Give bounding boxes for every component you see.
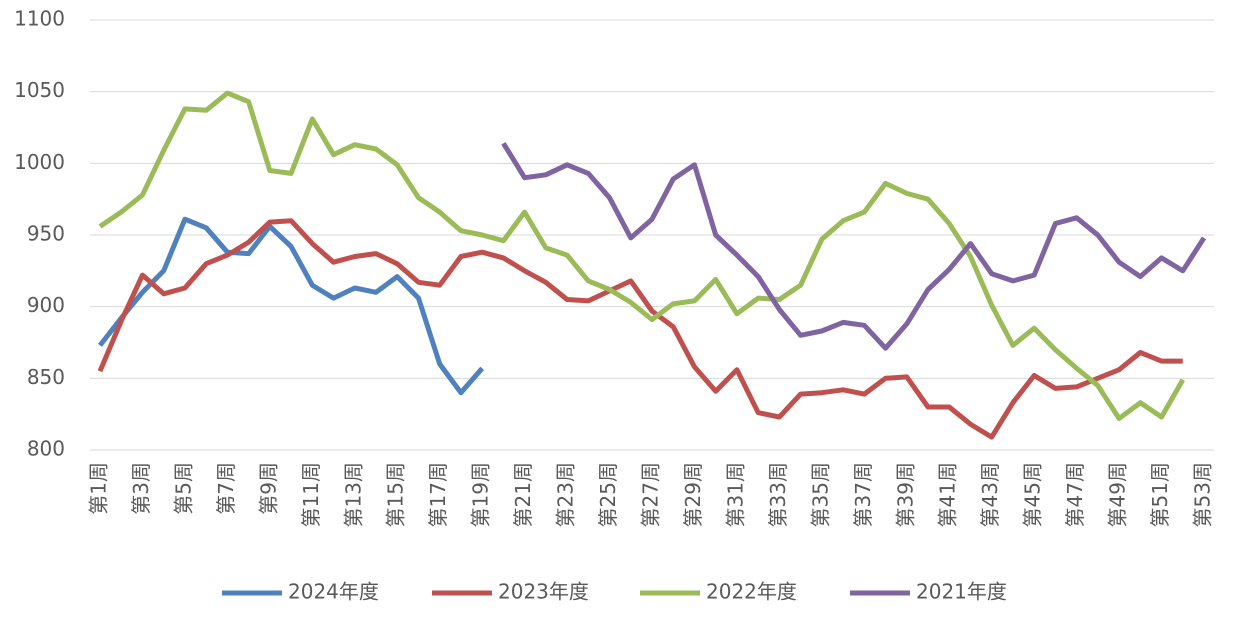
y-tick-label: 800	[27, 437, 65, 461]
x-tick-label: 第45周	[1021, 462, 1045, 527]
y-tick-label: 950	[27, 222, 65, 246]
x-tick-label: 第13周	[341, 462, 365, 527]
x-tick-label: 第49周	[1106, 462, 1130, 527]
x-tick-label: 第53周	[1191, 462, 1215, 527]
x-tick-label: 第15周	[384, 462, 408, 527]
y-tick-label: 850	[27, 365, 65, 389]
x-tick-label: 第25周	[596, 462, 620, 527]
x-tick-label: 第19周	[469, 462, 493, 527]
x-tick-label: 第39周	[893, 462, 917, 527]
x-tick-label: 第17周	[426, 462, 450, 527]
legend-label: 2023年度	[498, 580, 589, 604]
x-tick-label: 第43周	[978, 462, 1002, 527]
x-tick-label: 第35周	[808, 462, 832, 527]
legend-label: 2022年度	[706, 580, 797, 604]
legend-label: 2021年度	[916, 580, 1007, 604]
x-tick-label: 第37周	[851, 462, 875, 527]
x-tick-label: 第3周	[129, 462, 153, 515]
x-tick-label: 第23周	[554, 462, 578, 527]
series-line	[98, 90, 1185, 421]
x-tick-label: 第47周	[1063, 462, 1087, 527]
x-tick-label: 第51周	[1148, 462, 1172, 527]
x-tick-label: 第9周	[256, 462, 280, 515]
x-tick-label: 第7周	[214, 462, 238, 515]
x-tick-label: 第29周	[681, 462, 705, 527]
y-tick-label: 1100	[14, 7, 65, 31]
series-line	[98, 216, 485, 396]
x-tick-label: 第27周	[639, 462, 663, 527]
x-tick-label: 第5周	[171, 462, 195, 515]
legend-label: 2024年度	[288, 580, 379, 604]
x-tick-label: 第11周	[299, 462, 323, 527]
y-tick-label: 1050	[14, 78, 65, 102]
x-tick-label: 第41周	[936, 462, 960, 527]
x-tick-label: 第21周	[511, 462, 535, 527]
series-line	[97, 218, 1183, 440]
x-tick-label: 第33周	[766, 462, 790, 527]
y-tick-label: 900	[27, 293, 65, 317]
series-line	[501, 141, 1207, 351]
y-tick-label: 1000	[14, 150, 65, 174]
x-tick-label: 第31周	[723, 462, 747, 527]
x-tick-label: 第1周	[87, 462, 111, 515]
